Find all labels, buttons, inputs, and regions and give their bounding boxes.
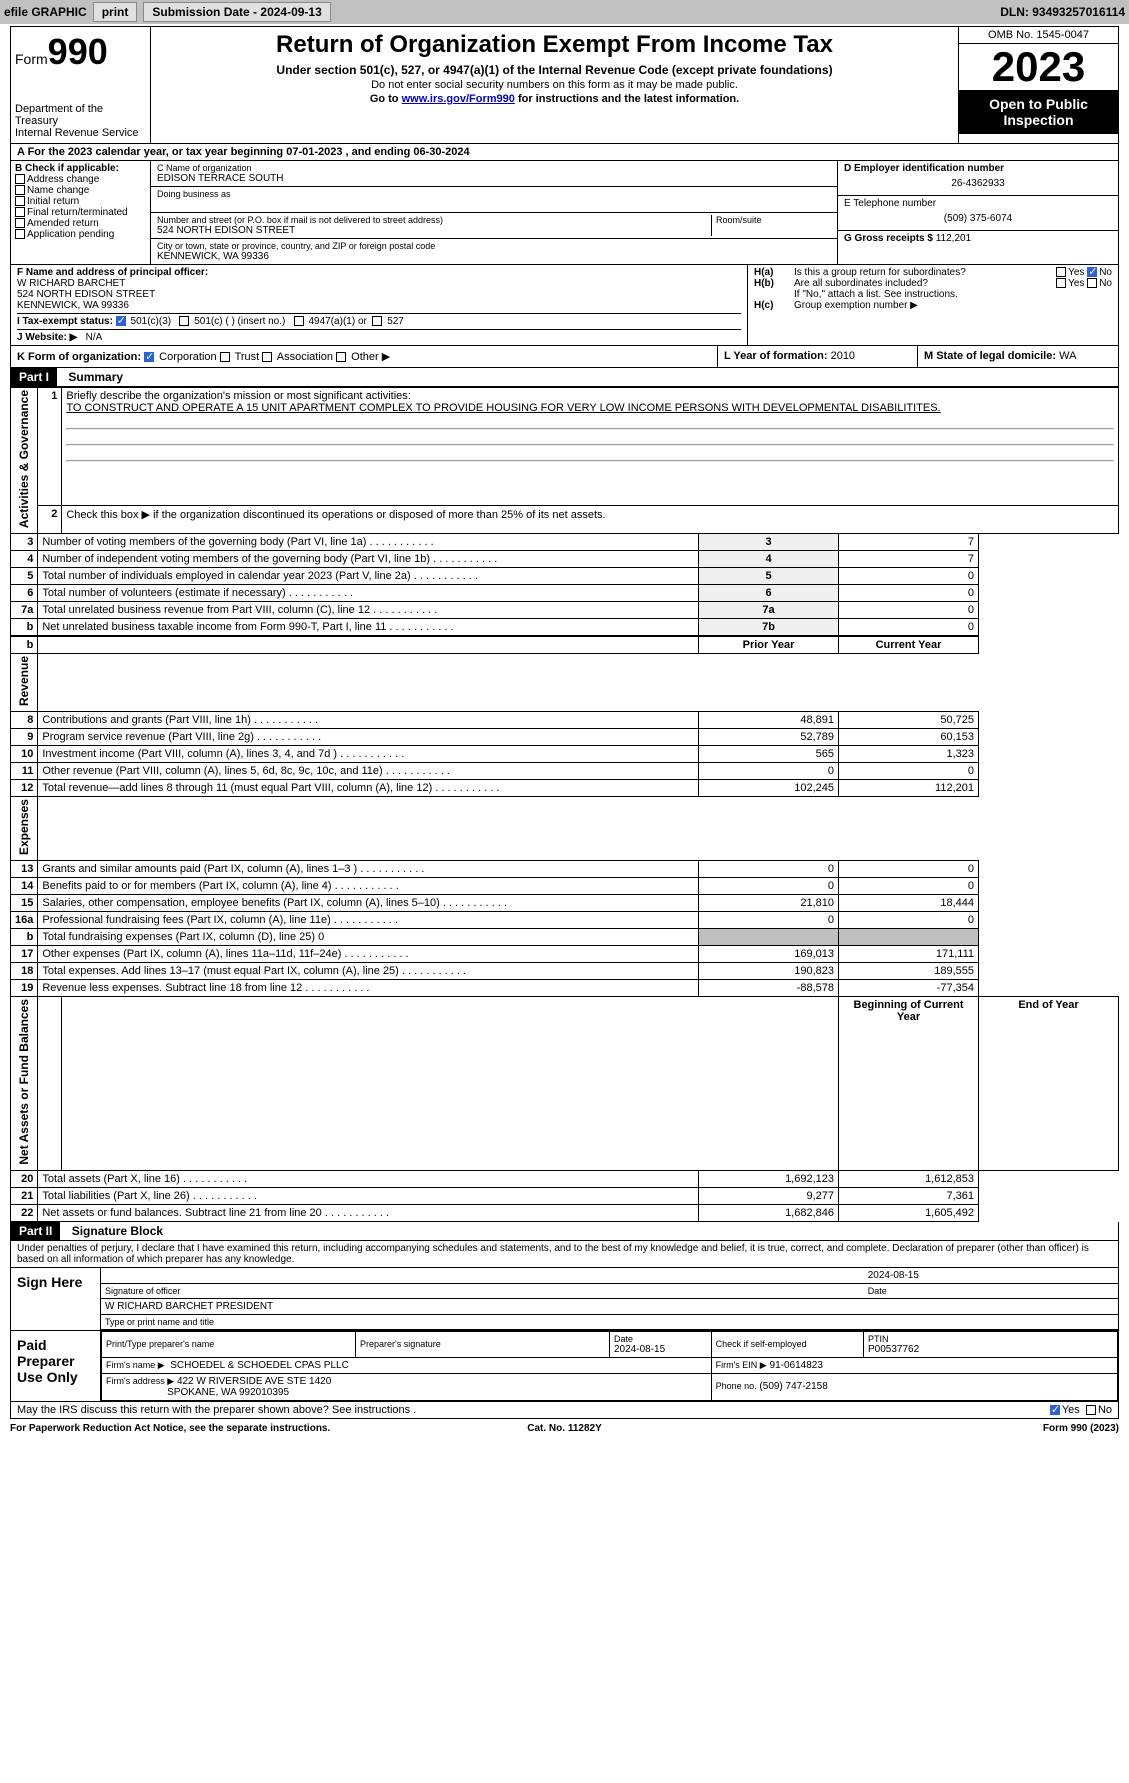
website: N/A — [86, 332, 103, 343]
officer-group-row: F Name and address of principal officer:… — [10, 265, 1119, 346]
ck-app-pending[interactable] — [15, 229, 25, 239]
side-expenses: Expenses — [17, 799, 31, 855]
phone: (509) 375-6074 — [844, 209, 1112, 228]
org-name: EDISON TERRACE SOUTH — [157, 173, 831, 184]
ck-ha-no[interactable] — [1087, 267, 1097, 277]
box-c: C Name of organization EDISON TERRACE SO… — [151, 161, 838, 264]
year-formation: 2010 — [831, 350, 855, 362]
ck-ha-yes[interactable] — [1056, 267, 1066, 277]
line-k: K Form of organization: Corporation Trus… — [10, 346, 1119, 368]
form-header: Form990 Department of the Treasury Inter… — [10, 26, 1119, 144]
ck-hb-no[interactable] — [1087, 278, 1097, 288]
form-number: Form990 — [15, 31, 146, 73]
officer-sig-name: W RICHARD BARCHET PRESIDENT — [101, 1298, 1118, 1314]
part2-header: Part II Signature Block — [10, 1222, 1119, 1241]
ck-initial-return[interactable] — [15, 196, 25, 206]
sign-here-label: Sign Here — [11, 1268, 101, 1330]
box-f: F Name and address of principal officer:… — [11, 265, 748, 345]
part1-header: Part I Summary — [10, 368, 1119, 387]
omb-number: OMB No. 1545-0047 — [959, 27, 1118, 44]
ck-address-change[interactable] — [15, 174, 25, 184]
signature-block: Sign Here 2024-08-15 Signature of office… — [10, 1268, 1119, 1402]
ck-assoc[interactable] — [262, 352, 272, 362]
org-city: KENNEWICK, WA 99336 — [157, 251, 831, 262]
form-subtitle: Under section 501(c), 527, or 4947(a)(1)… — [159, 63, 950, 77]
efile-label: efile GRAPHIC — [4, 5, 87, 19]
firm-phone: (509) 747-2158 — [759, 1381, 827, 1392]
side-governance: Activities & Governance — [17, 390, 31, 528]
dln: DLN: 93493257016114 — [1000, 5, 1125, 19]
ck-hb-yes[interactable] — [1056, 278, 1066, 288]
declaration: Under penalties of perjury, I declare th… — [10, 1241, 1119, 1268]
line-a: A For the 2023 calendar year, or tax yea… — [10, 144, 1119, 161]
ck-final-return[interactable] — [15, 207, 25, 217]
ck-trust[interactable] — [220, 352, 230, 362]
firm-name: SCHOEDEL & SCHOEDEL CPAS PLLC — [170, 1360, 349, 1371]
ssn-note: Do not enter social security numbers on … — [159, 79, 950, 91]
org-address: 524 NORTH EDISON STREET — [157, 225, 711, 236]
gross-receipts: 112,201 — [936, 233, 971, 244]
officer-name: W RICHARD BARCHET — [17, 278, 741, 289]
topbar: efile GRAPHIC print Submission Date - 20… — [0, 0, 1129, 24]
submission-date: Submission Date - 2024-09-13 — [143, 2, 330, 22]
page-footer: For Paperwork Reduction Act Notice, see … — [10, 1419, 1119, 1438]
ck-501c3[interactable] — [116, 316, 126, 326]
ck-corp[interactable] — [144, 352, 154, 362]
box-b: B Check if applicable: Address change Na… — [11, 161, 151, 264]
open-inspection: Open to Public Inspection — [959, 90, 1118, 134]
irs-link[interactable]: www.irs.gov/Form990 — [402, 93, 515, 105]
dept-treasury: Department of the Treasury Internal Reve… — [15, 103, 146, 139]
summary-table: Activities & Governance 1 Briefly descri… — [10, 387, 1119, 1222]
side-netassets: Net Assets or Fund Balances — [17, 999, 31, 1165]
state-domicile: WA — [1059, 350, 1076, 362]
box-d: D Employer identification number 26-4362… — [838, 161, 1118, 264]
mission: TO CONSTRUCT AND OPERATE A 15 UNIT APART… — [66, 402, 940, 414]
identity-row: B Check if applicable: Address change Na… — [10, 161, 1119, 265]
form-title: Return of Organization Exempt From Incom… — [159, 31, 950, 59]
ck-discuss-yes[interactable] — [1050, 1405, 1060, 1415]
ck-4947[interactable] — [294, 316, 304, 326]
ck-527[interactable] — [372, 316, 382, 326]
box-h: H(a) Is this a group return for subordin… — [748, 265, 1118, 345]
ck-discuss-no[interactable] — [1086, 1405, 1096, 1415]
firm-ein: 91-0614823 — [770, 1360, 823, 1371]
print-button[interactable]: print — [93, 2, 138, 22]
ck-amended[interactable] — [15, 218, 25, 228]
ptin: P00537762 — [868, 1344, 919, 1355]
paid-preparer-label: Paid Preparer Use Only — [11, 1331, 101, 1401]
side-revenue: Revenue — [17, 656, 31, 706]
discuss-row: May the IRS discuss this return with the… — [10, 1402, 1119, 1419]
ein: 26-4362933 — [844, 174, 1112, 193]
ck-name-change[interactable] — [15, 185, 25, 195]
ck-501c[interactable] — [179, 316, 189, 326]
ck-other[interactable] — [336, 352, 346, 362]
tax-year: 2023 — [959, 44, 1118, 90]
goto-note: Go to www.irs.gov/Form990 for instructio… — [159, 93, 950, 105]
